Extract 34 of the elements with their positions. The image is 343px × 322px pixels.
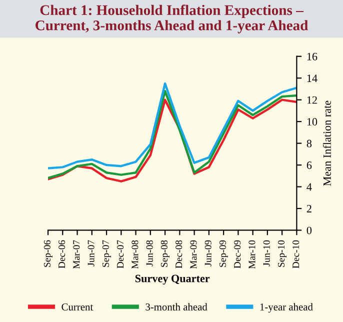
x-tick-label: Sep-09: [219, 240, 228, 267]
y-tick-label: 6: [306, 162, 312, 169]
x-tick-label: Dec-07: [117, 240, 124, 268]
x-tick-label: Mar-08: [132, 240, 138, 269]
legend-label: 1-year ahead: [260, 303, 313, 313]
x-tick-label: Sep-10: [278, 240, 286, 267]
x-tick-label: Mar-10: [248, 240, 256, 269]
y-tick-label: 0: [306, 226, 312, 234]
x-tick-label: Jun-09: [204, 240, 212, 266]
x-tick-label: Dec-10: [292, 240, 300, 268]
chart-title: Chart 1: Household Inflation Expections – Current, 3-months Ahead and 1-year Ahead: [36, 4, 308, 34]
y-tick-label: 2: [306, 204, 312, 212]
x-tick-label: Dec-09: [234, 240, 241, 268]
x-axis-title: Survey Quarter: [135, 274, 210, 285]
x-tick-label: Sep-07: [102, 240, 111, 267]
x-tick-label: Sep-06: [44, 240, 52, 267]
x-tick-label: Jun-07: [88, 240, 94, 266]
y-tick-label: 10: [307, 118, 318, 126]
y-tick-label: 8: [306, 140, 312, 148]
y-tick-label: 14: [307, 74, 318, 82]
x-tick-label: Dec-08: [176, 240, 182, 268]
x-tick-label: Mar-09: [190, 240, 197, 269]
y-axis-title: Mean Inflation rate: [322, 100, 331, 186]
line-series: [48, 82, 297, 170]
x-tick-label: Sep-08: [160, 240, 170, 267]
y-tick-label: 16: [307, 52, 318, 60]
x-tick-label: Dec-06: [58, 240, 66, 268]
x-tick-label: Jun-10: [263, 240, 270, 266]
legend-label: Current: [62, 303, 94, 310]
legend-label: 3-month ahead: [146, 303, 208, 310]
y-tick-label: 12: [307, 96, 317, 104]
x-tick-label: Jun-08: [146, 240, 153, 266]
x-tick-label: Mar-07: [73, 240, 80, 269]
y-tick-label: 4: [306, 183, 312, 191]
